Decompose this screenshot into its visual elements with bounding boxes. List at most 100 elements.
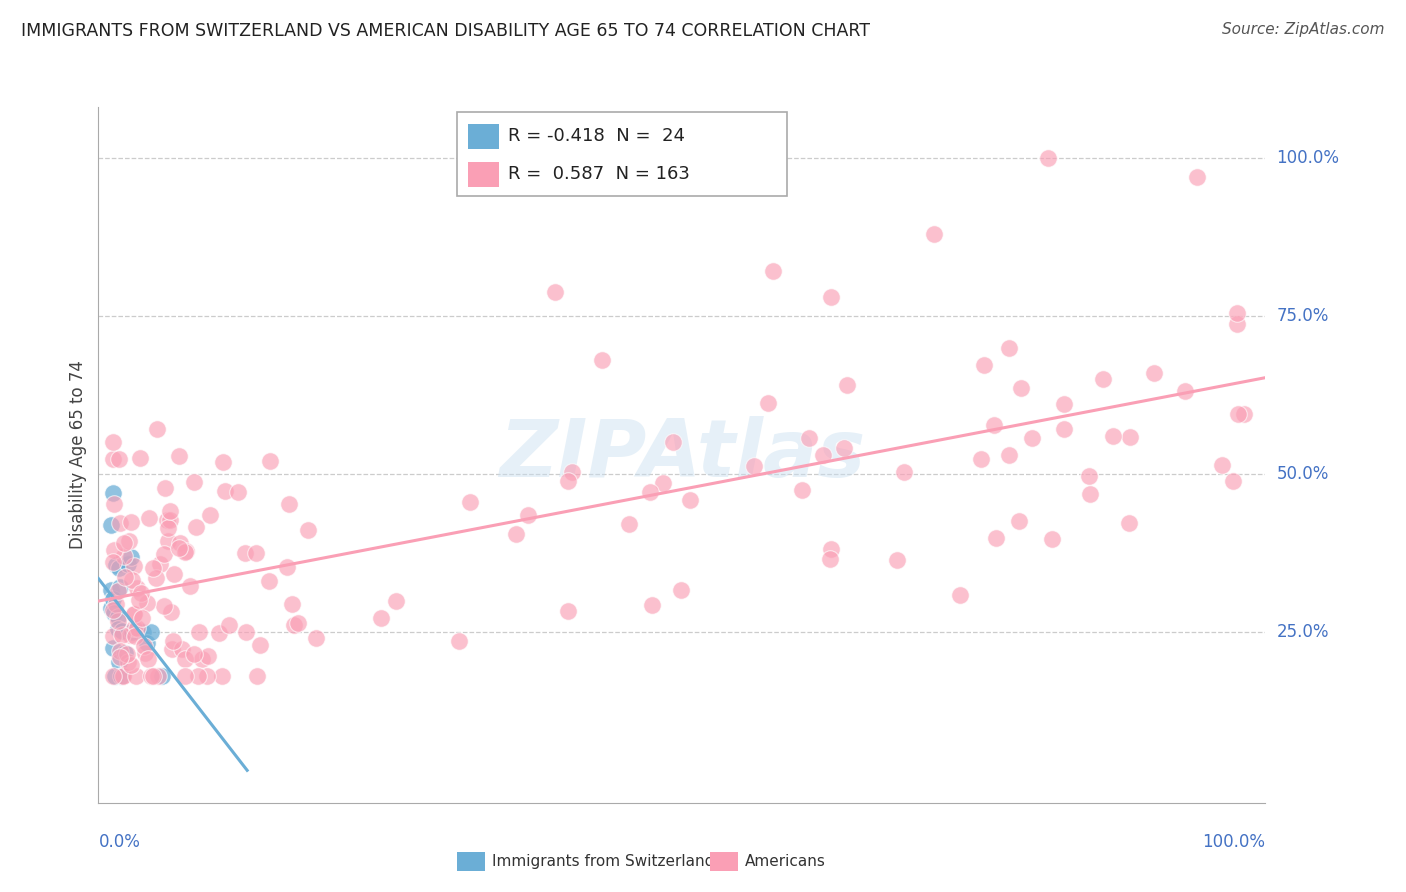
Point: [117, 533, 139, 548]
Point: [115, 647, 138, 661]
Point: [1233, 407, 1256, 421]
Point: [1010, 381, 1032, 395]
Point: [1226, 317, 1249, 331]
Point: [187, 669, 209, 683]
Point: [208, 626, 231, 640]
Point: [179, 579, 201, 593]
Point: [104, 597, 127, 611]
Point: [997, 448, 1019, 462]
Point: [149, 558, 172, 572]
Point: [183, 647, 205, 661]
Point: [1211, 458, 1233, 473]
Point: [998, 341, 1021, 355]
Text: 50.0%: 50.0%: [1277, 465, 1329, 483]
Point: [103, 435, 125, 450]
Point: [150, 669, 173, 683]
Point: [107, 583, 129, 598]
Point: [886, 553, 908, 567]
Point: [983, 418, 1005, 433]
Point: [818, 551, 841, 566]
Point: [108, 560, 131, 574]
Point: [447, 633, 470, 648]
Point: [103, 497, 125, 511]
Point: [1091, 372, 1114, 386]
Point: [139, 669, 162, 683]
Point: [160, 606, 183, 620]
Point: [103, 669, 125, 683]
Point: [117, 557, 139, 571]
Point: [145, 570, 167, 584]
Point: [112, 669, 135, 683]
Point: [131, 611, 153, 625]
Point: [153, 547, 176, 561]
Point: [638, 484, 661, 499]
Point: [212, 455, 235, 469]
Point: [1222, 474, 1244, 488]
Point: [100, 601, 122, 615]
Point: [136, 652, 159, 666]
Point: [297, 523, 319, 537]
Point: [129, 451, 152, 466]
Point: [218, 618, 240, 632]
Point: [153, 482, 176, 496]
Point: [103, 640, 125, 655]
Point: [1118, 516, 1140, 530]
Point: [152, 599, 174, 613]
Point: [124, 629, 146, 643]
Point: [146, 421, 169, 435]
Point: [1008, 514, 1031, 528]
Point: [114, 646, 136, 660]
Point: [160, 642, 183, 657]
Point: [1053, 397, 1076, 411]
Point: [893, 465, 915, 479]
Point: [127, 581, 149, 595]
Point: [159, 504, 181, 518]
Point: [246, 669, 269, 683]
Point: [652, 476, 675, 491]
Point: [305, 631, 328, 645]
Text: R =  0.587  N = 163: R = 0.587 N = 163: [508, 165, 689, 183]
Text: Immigrants from Switzerland: Immigrants from Switzerland: [492, 855, 714, 869]
Point: [922, 227, 945, 241]
Point: [103, 451, 125, 466]
Point: [111, 627, 134, 641]
Point: [1143, 366, 1166, 380]
Point: [110, 669, 132, 683]
Point: [259, 454, 281, 468]
Point: [120, 628, 142, 642]
Point: [278, 497, 301, 511]
Point: [742, 458, 765, 473]
Point: [820, 290, 842, 304]
Point: [103, 629, 125, 643]
Text: Americans: Americans: [745, 855, 827, 869]
Point: [103, 486, 125, 500]
Point: [120, 516, 142, 530]
Point: [120, 657, 142, 672]
Point: [211, 669, 233, 683]
Point: [505, 527, 527, 541]
Point: [131, 585, 153, 599]
Point: [117, 655, 139, 669]
Point: [1174, 384, 1197, 398]
Point: [191, 652, 214, 666]
Text: 0.0%: 0.0%: [98, 833, 141, 851]
Point: [1119, 430, 1142, 444]
Point: [125, 621, 148, 635]
Point: [100, 518, 122, 533]
Point: [235, 625, 257, 640]
Text: R = -0.418  N =  24: R = -0.418 N = 24: [508, 127, 685, 145]
Point: [986, 531, 1008, 545]
Point: [124, 558, 146, 573]
Point: [1036, 151, 1059, 165]
Point: [100, 582, 122, 597]
Point: [108, 650, 131, 665]
Point: [385, 594, 408, 608]
Point: [159, 513, 181, 527]
Point: [183, 475, 205, 490]
Point: [174, 545, 197, 559]
Text: 100.0%: 100.0%: [1202, 833, 1265, 851]
Point: [105, 558, 128, 573]
Point: [1052, 421, 1074, 435]
Point: [1078, 469, 1101, 483]
Point: [197, 648, 219, 663]
